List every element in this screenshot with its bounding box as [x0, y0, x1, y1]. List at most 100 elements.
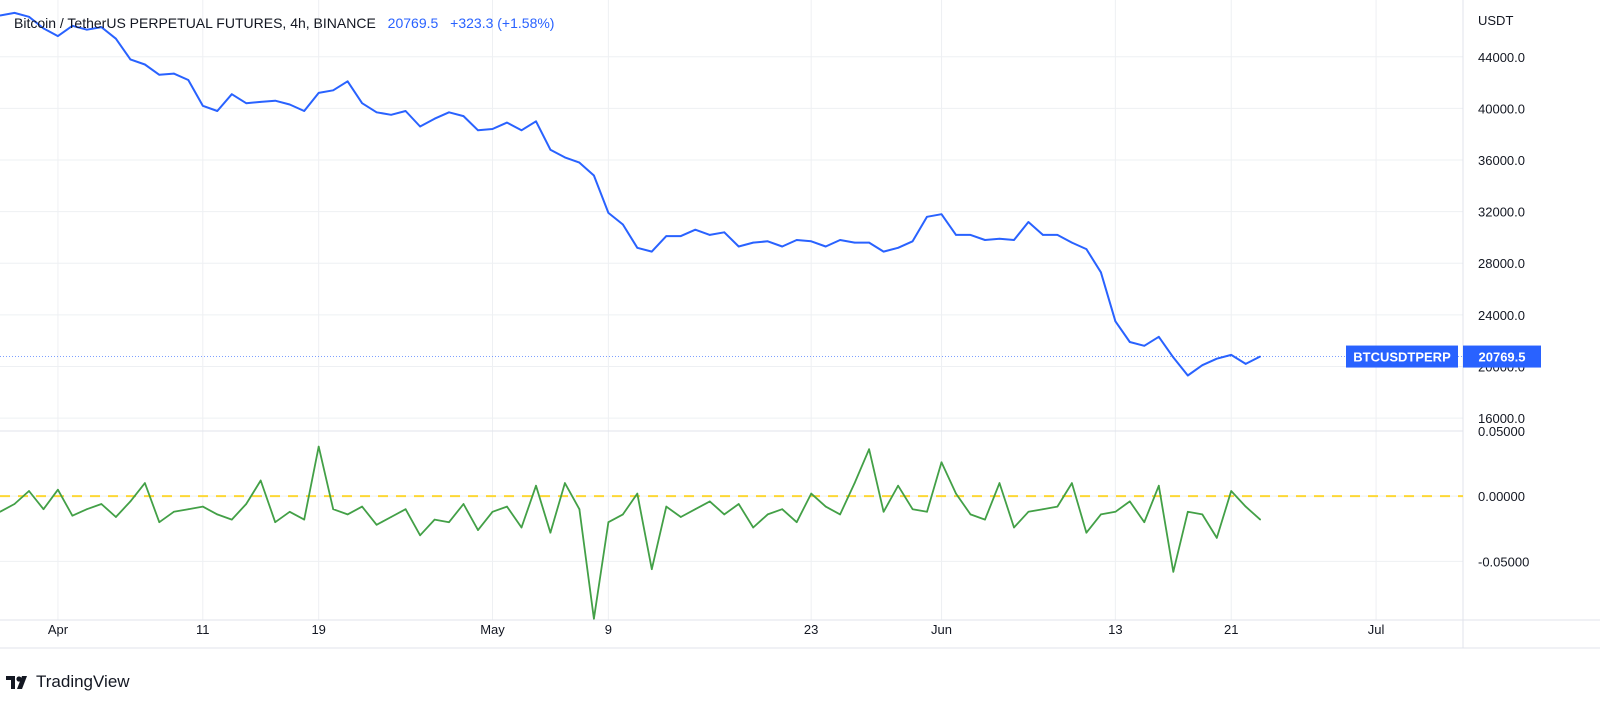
- price-point: [144, 63, 146, 66]
- funding-point: [955, 492, 957, 495]
- price-point: [535, 120, 537, 123]
- funding-point: [1216, 537, 1218, 539]
- funding-point: [187, 508, 190, 511]
- price-point: [564, 156, 566, 159]
- price-point: [723, 231, 726, 234]
- funding-point: [1259, 518, 1261, 521]
- funding-point: [419, 534, 421, 537]
- price-point: [607, 212, 610, 214]
- funding-point: [535, 484, 537, 487]
- price-point: [984, 239, 986, 241]
- funding-point: [202, 505, 204, 508]
- price-point: [578, 161, 581, 164]
- funding-point: [216, 513, 219, 516]
- funding-point: [752, 526, 754, 529]
- price-point: [694, 228, 697, 231]
- price-point: [955, 234, 957, 236]
- funding-point: [390, 516, 392, 518]
- funding-point: [998, 482, 1001, 484]
- price-point: [520, 129, 523, 132]
- funding-point: [564, 482, 566, 484]
- funding-point: [375, 524, 378, 526]
- price-point: [709, 234, 711, 236]
- price-point: [448, 111, 450, 114]
- funding-point: [622, 513, 624, 516]
- funding-point: [361, 505, 363, 508]
- price-point: [636, 247, 639, 249]
- price-point: [71, 25, 74, 27]
- price-point: [752, 241, 754, 244]
- price-label-text: 20769.5: [1479, 350, 1526, 365]
- price-point: [1201, 364, 1204, 367]
- funding-point: [549, 531, 552, 534]
- price-point: [1158, 336, 1160, 338]
- funding-point: [593, 617, 595, 620]
- legend-last-price: 20769.5: [387, 15, 439, 31]
- time-tick-label: Jun: [931, 622, 952, 637]
- funding-point: [231, 518, 233, 521]
- price-point: [259, 101, 262, 103]
- funding-point: [28, 490, 30, 492]
- funding-point: [868, 448, 870, 451]
- price-point: [462, 115, 465, 117]
- price-tick-label: 36000.0: [1478, 153, 1525, 168]
- tradingview-branding[interactable]: TradingView: [6, 672, 130, 692]
- time-x-axis: Apr 11 19 May 9 23 Jun 13 21 Jul: [48, 622, 1385, 637]
- price-point: [202, 105, 204, 107]
- price-point: [245, 102, 247, 104]
- price-point: [897, 247, 899, 249]
- funding-point: [665, 505, 668, 508]
- legend-change: +323.3 (+1.58%): [450, 15, 555, 31]
- funding-line: [0, 445, 1261, 620]
- price-point: [824, 245, 827, 248]
- price-tick-label: 40000.0: [1478, 101, 1525, 116]
- funding-point: [839, 513, 841, 516]
- grid-lines: [0, 0, 1463, 620]
- time-tick-label: 11: [196, 622, 210, 637]
- time-tick-label: 13: [1108, 622, 1122, 637]
- funding-point: [13, 503, 16, 505]
- funding-point: [578, 508, 581, 511]
- price-point: [853, 241, 856, 244]
- funding-tick-label: 0.00000: [1478, 489, 1525, 504]
- price-label-box: [1463, 345, 1541, 368]
- funding-point: [723, 513, 726, 516]
- pane-borders: [0, 0, 1600, 649]
- funding-point: [1230, 490, 1232, 492]
- last-price-label[interactable]: BTCUSDTPERP 20769.5: [1346, 345, 1541, 368]
- legend-symbol: Bitcoin / TetherUS PERPETUAL FUTURES, 4h…: [14, 15, 376, 31]
- price-point: [1013, 239, 1015, 241]
- funding-point: [781, 508, 783, 511]
- funding-point: [1158, 484, 1160, 487]
- funding-point: [737, 503, 740, 505]
- funding-point: [940, 461, 943, 464]
- price-tick-label: 24000.0: [1478, 308, 1525, 323]
- time-tick-label: Jul: [1368, 622, 1385, 637]
- price-point: [1187, 374, 1189, 377]
- price-point: [1244, 363, 1247, 365]
- funding-point: [766, 513, 769, 516]
- funding-point: [245, 503, 247, 505]
- chart-legend: Bitcoin / TetherUS PERPETUAL FUTURES, 4h…: [14, 15, 554, 31]
- price-point: [940, 213, 943, 215]
- price-point: [1216, 357, 1218, 360]
- funding-point: [303, 518, 306, 521]
- time-tick-label: Apr: [48, 622, 69, 637]
- price-point: [651, 250, 653, 253]
- price-tick-label: 16000.0: [1478, 411, 1525, 426]
- price-point: [1027, 221, 1030, 223]
- funding-point: [853, 482, 856, 484]
- funding-point: [100, 503, 103, 505]
- price-point: [13, 12, 16, 14]
- price-point: [926, 216, 928, 218]
- price-point: [868, 241, 870, 244]
- funding-point: [1071, 482, 1073, 484]
- price-point: [332, 89, 335, 92]
- price-point: [665, 235, 668, 237]
- time-tick-label: 23: [804, 622, 818, 637]
- price-point: [216, 110, 219, 112]
- funding-point: [158, 521, 161, 523]
- funding-point: [926, 511, 928, 513]
- funding-point: [71, 514, 74, 517]
- ticker-label-text: BTCUSDTPERP: [1353, 350, 1451, 365]
